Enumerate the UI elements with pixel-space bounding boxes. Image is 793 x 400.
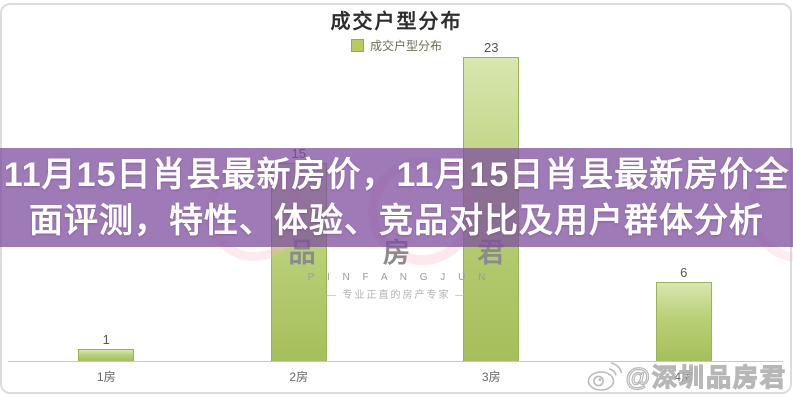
bar-value-label: 6	[680, 265, 688, 280]
x-axis-label: 3房	[481, 370, 501, 384]
x-axis-line	[8, 361, 783, 362]
bar-value-label: 1	[102, 332, 110, 347]
weibo-watermark: @深圳品房君	[587, 358, 787, 394]
brand-watermark-latin: P I N F A N G J U N	[307, 272, 491, 283]
brand-watermark-slogan: — 专业正直的房产专家 —	[325, 290, 468, 301]
headline-banner: 11月15日肖县最新房价，11月15日肖县最新房价全 面评测，特性、体验、竞品对…	[0, 148, 793, 247]
chart-legend: 成交户型分布	[0, 37, 793, 54]
chart-title: 成交户型分布	[330, 11, 463, 33]
weibo-icon	[587, 362, 622, 391]
legend-swatch-icon	[350, 39, 364, 52]
bar-value-label: 23	[484, 40, 499, 55]
headline-line-1: 11月15日肖县最新房价，11月15日肖县最新房价全	[3, 155, 790, 194]
x-axis-label: 4房	[674, 370, 694, 384]
weibo-watermark-text: @深圳品房君	[625, 363, 787, 392]
brand-watermark: 品 房 君 P I N F A N G J U N — 专业正直的房产专家 —	[0, 239, 793, 301]
bar-slot: 6	[588, 265, 781, 362]
bar-slot: 1	[10, 332, 203, 362]
legend-label: 成交户型分布	[369, 39, 442, 53]
bar	[655, 282, 712, 362]
x-axis-labels: 1房 2房 3房 4房	[10, 368, 780, 385]
x-axis-label: 2房	[289, 370, 309, 384]
headline-line-2: 面评测，特性、体验、竞品对比及用户群体分析	[29, 201, 764, 240]
x-axis-label: 1房	[96, 370, 116, 384]
